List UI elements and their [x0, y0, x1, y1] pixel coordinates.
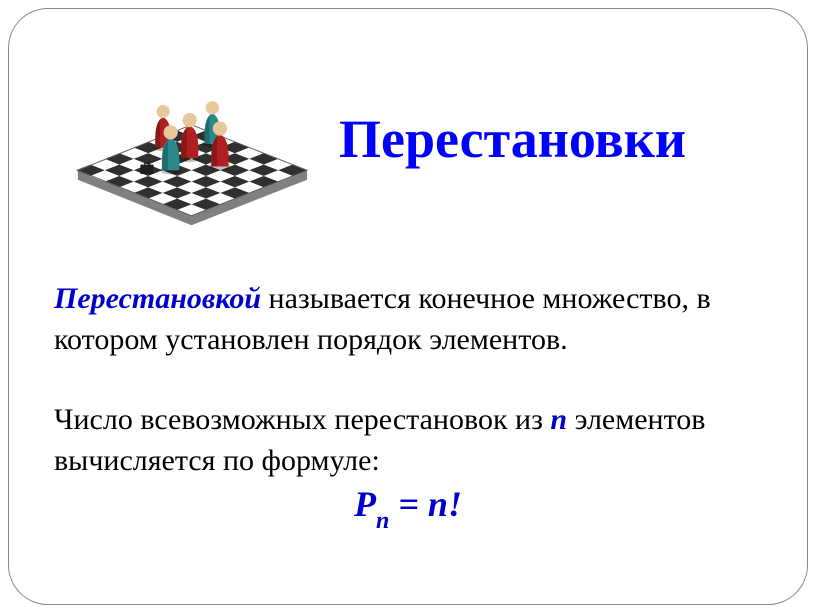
formula-equation: = n!	[389, 484, 462, 524]
definition-term: Перестановкой	[54, 282, 261, 315]
count-prefix: Число всевозможных перестановок из	[54, 403, 550, 436]
formula: Pn = n!	[54, 483, 762, 531]
definition-paragraph: Перестановкой называется конечное множес…	[54, 279, 762, 360]
header-row: Перестановки	[54, 49, 762, 229]
formula-p: P	[354, 484, 376, 524]
chessboard-illustration	[64, 49, 319, 229]
formula-subscript: n	[376, 508, 389, 534]
slide-card: Перестановки Перестановкой называется ко…	[8, 8, 808, 605]
count-variable: n	[550, 403, 567, 436]
count-paragraph: Число всевозможных перестановок из n эле…	[54, 400, 762, 481]
slide-title: Перестановки	[339, 108, 762, 170]
